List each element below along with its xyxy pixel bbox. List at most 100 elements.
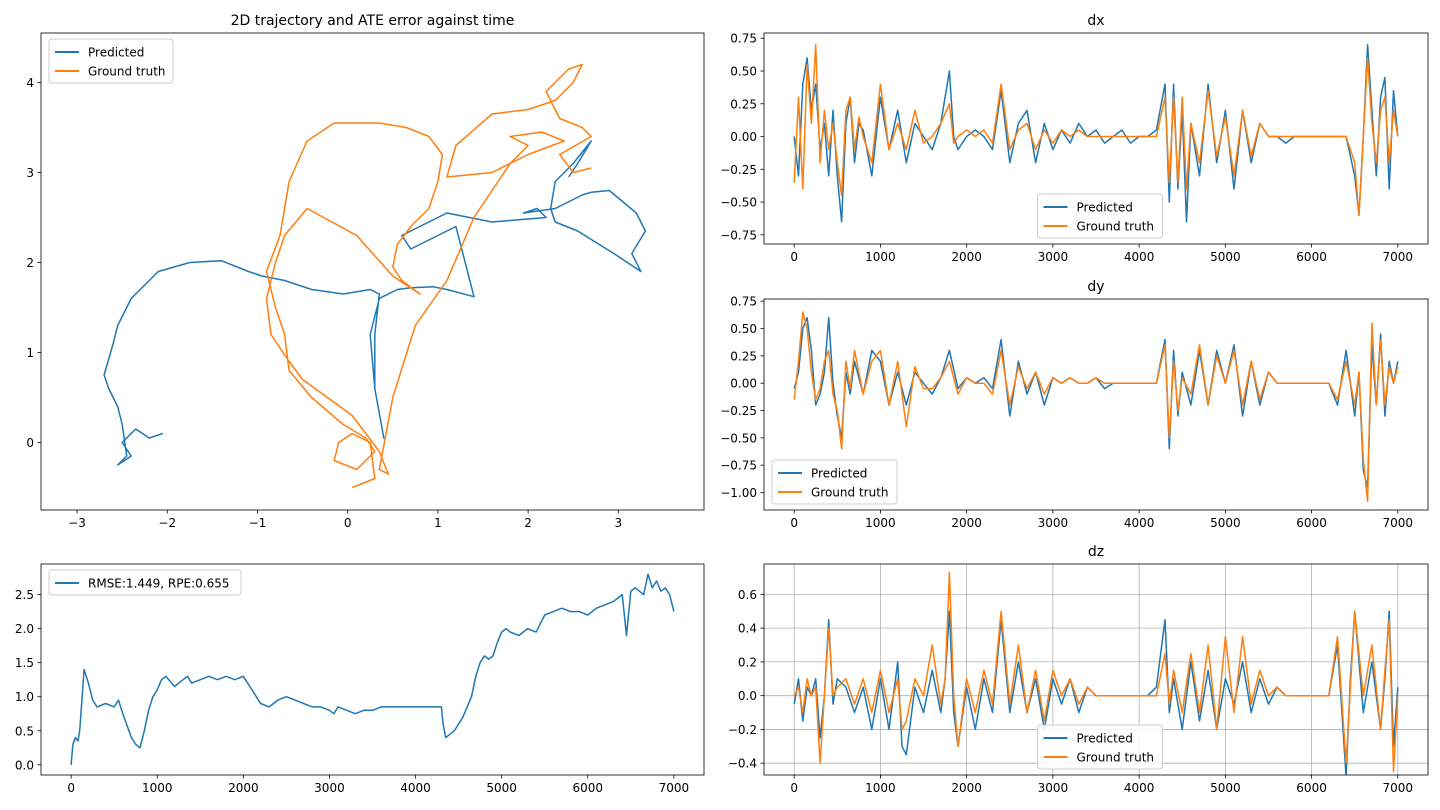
y-tick-label: 2 [26,256,34,270]
series-line-ground-truth [793,311,1399,503]
y-tick-label: −0.50 [720,196,757,210]
legend-box [1037,193,1163,239]
legend-label: Ground truth [1077,751,1155,765]
x-tick-label: 2 [524,516,532,530]
chart-dx: 0 1000 2000 3000 4000 5000 6000 7000 −0.75 −0.50 −… [720,13,1429,264]
x-tick-label: 3000 [1038,250,1069,264]
x-tick-label: 3000 [1038,781,1069,795]
x-tick-label: 5000 [1210,250,1241,264]
chart-traj: −3 −2 −1 0 1 2 3 0 1 2 3 4 2D trajectory and ATE err… [26,13,705,530]
y-tick-label: −0.50 [720,431,757,445]
x-tick-label: −1 [249,516,267,530]
series-line-ground-truth [265,63,592,489]
x-tick-label: 1000 [865,516,896,530]
series-line-predicted [103,140,647,466]
legend: Predicted Ground truth [1037,193,1163,239]
x-tick-label: −2 [158,516,176,530]
y-tick-label: 0.50 [730,65,757,79]
legend-box [1037,724,1163,770]
axes-frame [763,298,1429,511]
legend-box [48,38,174,84]
legend: Predicted Ground truth [1037,724,1163,770]
y-tick-label: 1.5 [15,656,34,670]
y-tick-label: 0.50 [730,322,757,336]
x-tick-label: −3 [68,516,86,530]
x-tick-label: 4000 [1124,781,1155,795]
x-tick-label: 1000 [865,781,896,795]
x-tick-label: 6000 [1296,250,1327,264]
x-tick-label: 4000 [1124,516,1155,530]
y-tick-label: 0.0 [738,689,757,703]
chart-ate: 0 1000 2000 3000 4000 5000 6000 7000 0.0 0.5 1.0 1.… [15,563,705,795]
y-tick-label: 2.5 [15,588,34,602]
axes-frame [763,563,1429,776]
y-tick-label: 3 [26,166,34,180]
x-tick-label: 5000 [1210,781,1241,795]
x-tick-label: 2000 [951,781,982,795]
chart-dy: 0 1000 2000 3000 4000 5000 6000 7000 −1.00 −0.75 −… [720,279,1429,530]
legend-label: Ground truth [88,65,166,79]
y-tick-label: 0.00 [730,377,757,391]
y-tick-label: 2.0 [15,622,34,636]
x-tick-label: 2000 [951,516,982,530]
legend: Predicted Ground truth [771,459,898,505]
y-tick-label: 0.2 [738,655,757,669]
y-tick-label: 0 [26,436,34,450]
x-tick-label: 6000 [1296,516,1327,530]
x-tick-label: 0 [344,516,352,530]
chart-title: 2D trajectory and ATE error against time [231,13,515,29]
axes-frame [40,563,705,776]
y-tick-label: −0.25 [720,404,757,418]
x-tick-label: 4000 [400,781,431,795]
x-tick-label: 4000 [1124,250,1155,264]
series-line-predicted [70,573,675,765]
x-tick-label: 5000 [1210,516,1241,530]
y-tick-label: −0.75 [720,459,757,473]
chart-title: dy [1087,279,1104,295]
chart-dz: 0 1000 2000 3000 4000 5000 6000 7000 −0.4 −0.2 0.0… [728,544,1429,795]
chart-title: dx [1087,13,1104,29]
x-tick-label: 6000 [572,781,603,795]
x-tick-label: 1 [434,516,442,530]
x-tick-label: 0 [790,250,798,264]
y-tick-label: 0.00 [730,130,757,144]
y-tick-label: −0.2 [728,723,757,737]
x-tick-label: 0 [790,781,798,795]
x-tick-label: 7000 [1383,250,1414,264]
series-line-ground-truth [793,571,1399,773]
legend-label: RMSE:1.449, RPE:0.655 [88,577,229,591]
legend-box [48,569,242,596]
y-tick-label: 4 [26,76,34,90]
axes-frame [763,32,1429,245]
legend-label: Ground truth [811,486,889,500]
y-tick-label: 0.5 [15,724,34,738]
y-tick-label: −0.25 [720,163,757,177]
y-tick-label: −1.00 [720,486,757,500]
x-tick-label: 1000 [865,250,896,264]
x-tick-label: 1000 [142,781,173,795]
legend-label: Predicted [1077,732,1133,746]
y-tick-label: 0.0 [15,758,34,772]
legend-label: Predicted [811,467,867,481]
x-tick-label: 7000 [1383,516,1414,530]
x-tick-label: 6000 [1296,781,1327,795]
x-tick-label: 7000 [659,781,690,795]
y-tick-label: 1 [26,346,34,360]
y-tick-label: 1.0 [15,690,34,704]
y-tick-label: 0.6 [738,588,757,602]
x-tick-label: 2000 [951,250,982,264]
y-tick-label: 0.25 [730,97,757,111]
y-tick-label: 0.75 [730,295,757,309]
legend-box [771,459,898,505]
legend: Predicted Ground truth [48,38,174,84]
legend-label: Predicted [1077,201,1133,215]
y-tick-label: −0.4 [728,757,757,771]
y-tick-label: 0.4 [738,622,757,636]
legend-label: Ground truth [1077,220,1155,234]
legend: RMSE:1.449, RPE:0.655 [48,569,242,596]
x-tick-label: 2000 [228,781,259,795]
x-tick-label: 0 [67,781,75,795]
x-tick-label: 0 [790,516,798,530]
